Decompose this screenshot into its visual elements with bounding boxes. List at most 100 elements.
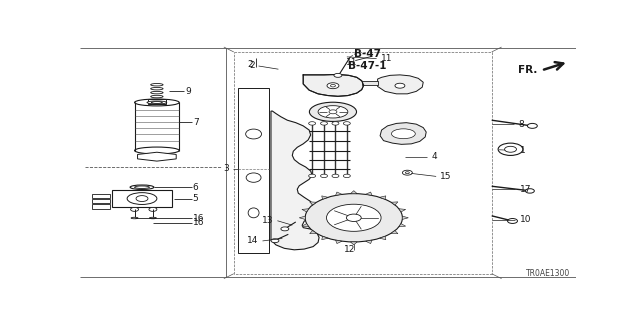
Circle shape bbox=[525, 189, 534, 193]
Text: 7: 7 bbox=[193, 118, 199, 127]
Text: B-47: B-47 bbox=[354, 49, 381, 60]
Polygon shape bbox=[399, 224, 406, 227]
Polygon shape bbox=[391, 231, 398, 234]
Ellipse shape bbox=[150, 84, 163, 86]
Ellipse shape bbox=[246, 173, 261, 182]
Polygon shape bbox=[335, 240, 342, 244]
Polygon shape bbox=[391, 202, 398, 205]
Text: 9: 9 bbox=[185, 87, 191, 96]
Polygon shape bbox=[302, 209, 308, 212]
Circle shape bbox=[346, 214, 361, 221]
Polygon shape bbox=[300, 216, 305, 220]
Ellipse shape bbox=[150, 87, 163, 90]
Polygon shape bbox=[237, 88, 269, 253]
Text: 15: 15 bbox=[440, 172, 452, 181]
Circle shape bbox=[527, 124, 538, 128]
Ellipse shape bbox=[150, 95, 163, 98]
Text: 2: 2 bbox=[247, 60, 253, 69]
Circle shape bbox=[136, 196, 148, 202]
Ellipse shape bbox=[134, 99, 179, 106]
Ellipse shape bbox=[246, 129, 262, 139]
Text: 16: 16 bbox=[193, 214, 204, 223]
Ellipse shape bbox=[150, 92, 163, 94]
Polygon shape bbox=[303, 75, 364, 96]
Text: 3: 3 bbox=[223, 164, 229, 173]
Ellipse shape bbox=[309, 102, 356, 121]
Circle shape bbox=[308, 174, 316, 178]
Polygon shape bbox=[138, 152, 176, 161]
Circle shape bbox=[344, 174, 350, 178]
Ellipse shape bbox=[318, 106, 348, 118]
Circle shape bbox=[321, 122, 328, 125]
Ellipse shape bbox=[248, 208, 259, 218]
Circle shape bbox=[498, 143, 523, 156]
Circle shape bbox=[308, 122, 316, 125]
Polygon shape bbox=[271, 111, 319, 250]
Text: 16: 16 bbox=[193, 218, 204, 227]
Circle shape bbox=[321, 174, 328, 178]
Ellipse shape bbox=[130, 185, 154, 189]
Text: 11: 11 bbox=[381, 54, 392, 63]
Text: 11: 11 bbox=[346, 58, 358, 67]
Circle shape bbox=[330, 84, 335, 87]
Polygon shape bbox=[322, 196, 328, 199]
Circle shape bbox=[271, 239, 279, 243]
Text: FR.: FR. bbox=[518, 65, 538, 75]
Text: 10: 10 bbox=[520, 215, 531, 224]
Polygon shape bbox=[365, 240, 372, 244]
Text: 12: 12 bbox=[344, 245, 355, 254]
Polygon shape bbox=[365, 192, 372, 196]
Ellipse shape bbox=[149, 217, 156, 219]
Text: 1: 1 bbox=[520, 146, 525, 155]
Polygon shape bbox=[380, 196, 386, 199]
Circle shape bbox=[504, 146, 516, 152]
Circle shape bbox=[508, 219, 518, 223]
Circle shape bbox=[149, 207, 157, 212]
Ellipse shape bbox=[147, 101, 167, 104]
Ellipse shape bbox=[131, 217, 138, 219]
Text: 13: 13 bbox=[262, 216, 273, 225]
Circle shape bbox=[395, 83, 405, 88]
Polygon shape bbox=[351, 191, 357, 194]
Polygon shape bbox=[380, 236, 386, 240]
Polygon shape bbox=[362, 81, 378, 85]
Polygon shape bbox=[310, 231, 317, 234]
Text: 17: 17 bbox=[520, 185, 531, 194]
Ellipse shape bbox=[134, 147, 179, 154]
Text: B-47-1: B-47-1 bbox=[348, 60, 387, 70]
Bar bbox=[92, 204, 110, 209]
FancyBboxPatch shape bbox=[112, 190, 172, 207]
Circle shape bbox=[334, 73, 342, 77]
Polygon shape bbox=[310, 202, 317, 205]
Ellipse shape bbox=[134, 186, 150, 188]
Circle shape bbox=[332, 174, 339, 178]
Text: TR0AE1300: TR0AE1300 bbox=[526, 269, 570, 278]
Bar bbox=[92, 199, 110, 204]
Polygon shape bbox=[302, 224, 308, 227]
Circle shape bbox=[326, 204, 381, 231]
Circle shape bbox=[405, 172, 410, 174]
Polygon shape bbox=[399, 209, 406, 212]
FancyBboxPatch shape bbox=[148, 99, 166, 104]
Circle shape bbox=[403, 170, 412, 175]
Ellipse shape bbox=[152, 101, 163, 103]
Ellipse shape bbox=[392, 129, 415, 139]
Text: 2: 2 bbox=[249, 61, 255, 70]
Polygon shape bbox=[351, 242, 357, 245]
Text: 6: 6 bbox=[193, 183, 198, 192]
Circle shape bbox=[281, 227, 289, 231]
Circle shape bbox=[131, 207, 138, 212]
Polygon shape bbox=[403, 216, 408, 220]
Circle shape bbox=[329, 110, 337, 114]
Bar bbox=[92, 194, 110, 198]
Text: 4: 4 bbox=[431, 152, 436, 161]
Circle shape bbox=[344, 122, 350, 125]
Text: 5: 5 bbox=[193, 194, 198, 203]
Polygon shape bbox=[322, 236, 328, 240]
Circle shape bbox=[327, 83, 339, 89]
Text: 14: 14 bbox=[247, 236, 259, 245]
Ellipse shape bbox=[127, 193, 157, 204]
Text: 8: 8 bbox=[518, 120, 524, 129]
Polygon shape bbox=[380, 123, 426, 144]
Polygon shape bbox=[335, 192, 342, 196]
